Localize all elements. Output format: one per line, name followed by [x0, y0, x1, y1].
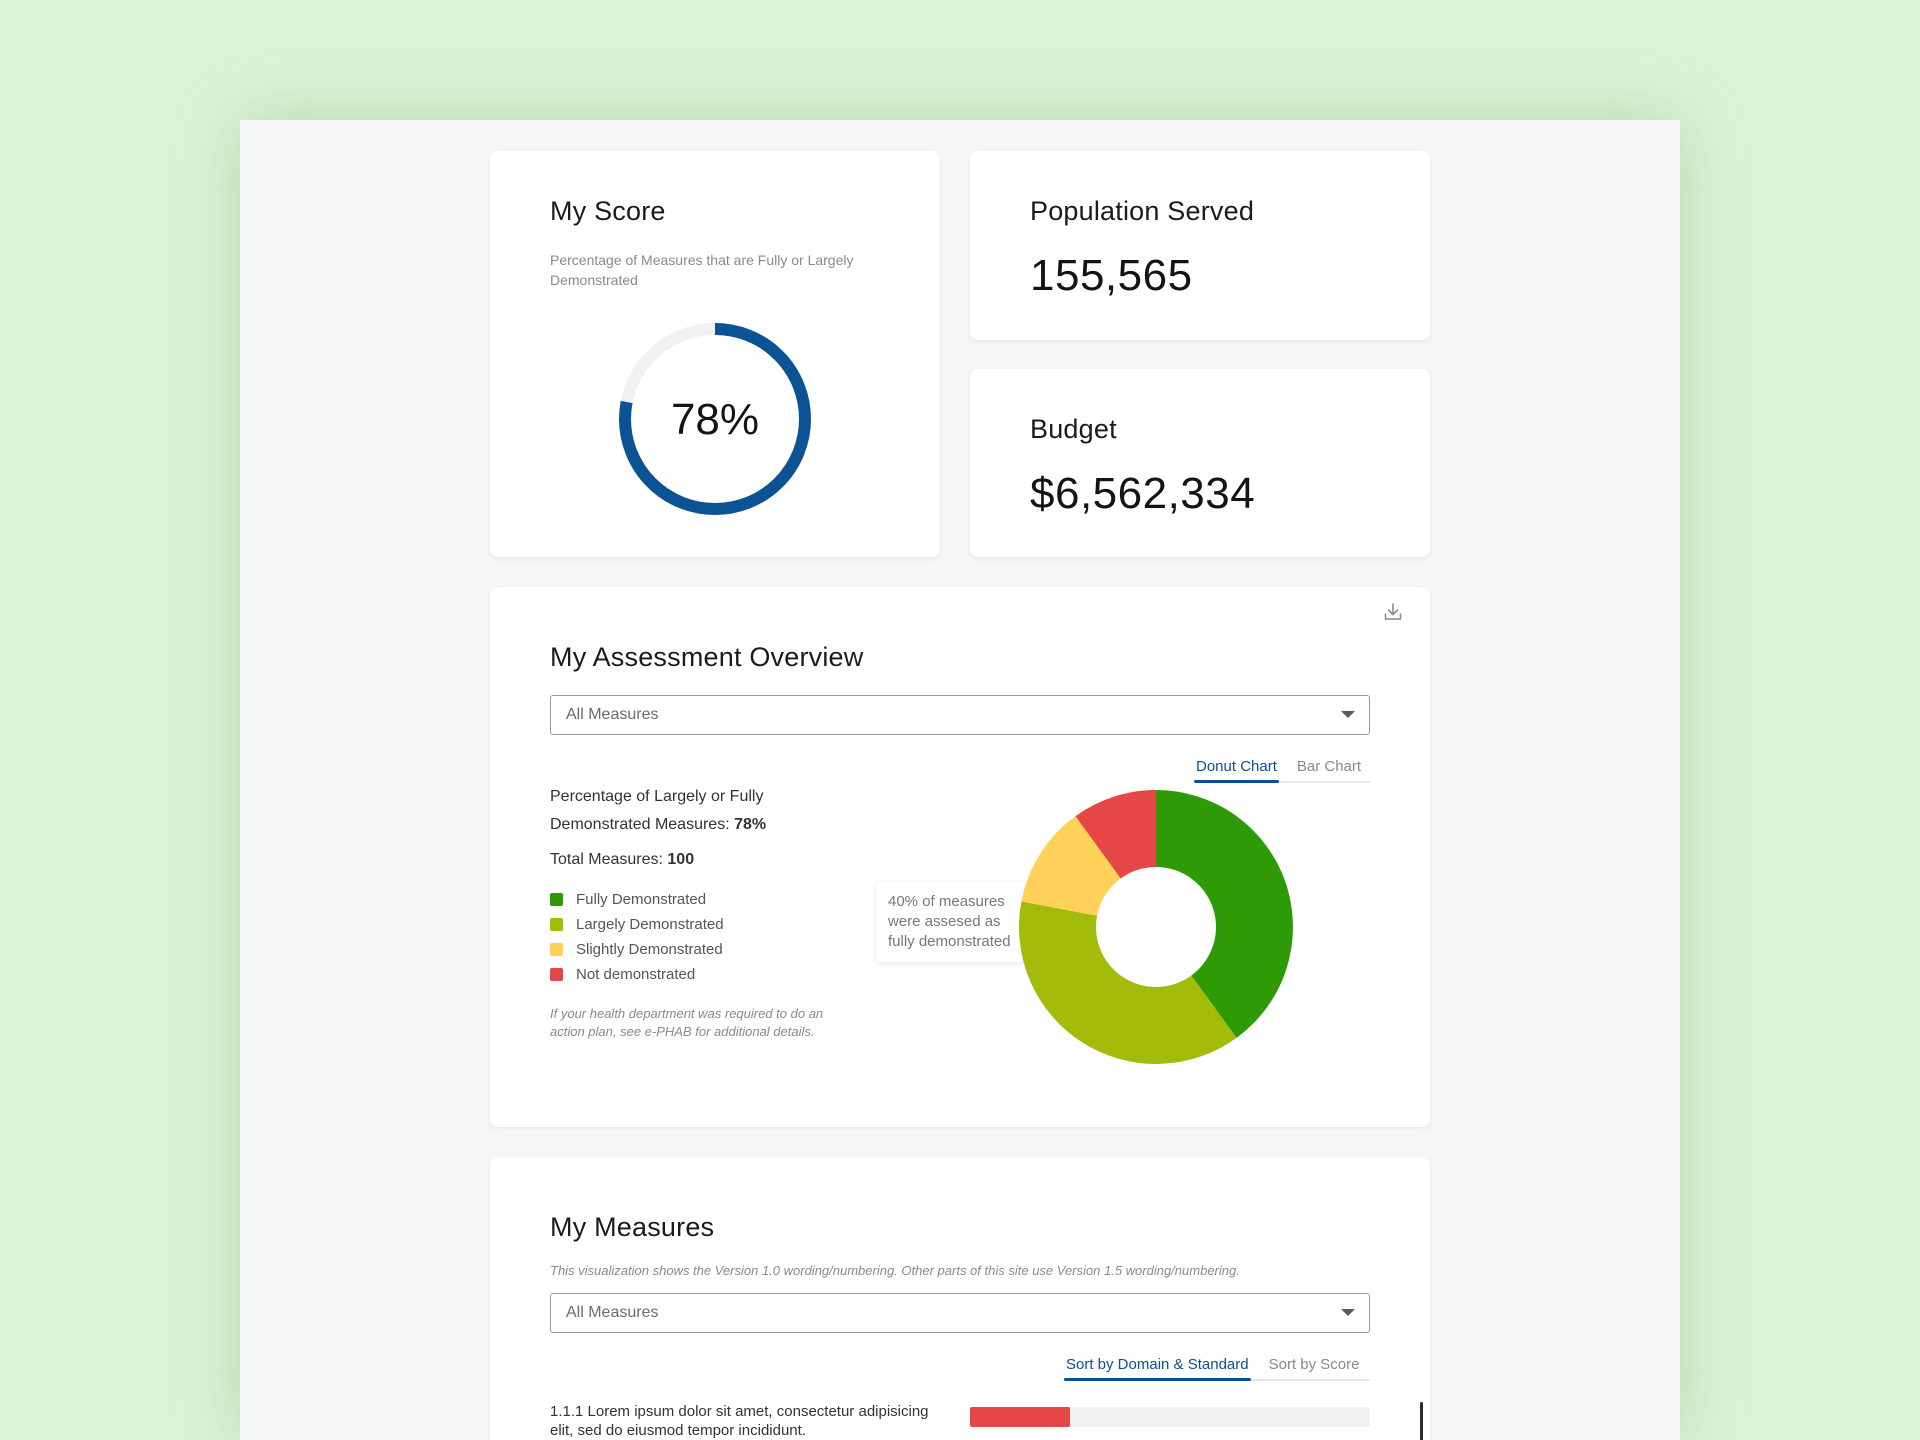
donut-slice-not-demonstrated[interactable]	[1075, 790, 1156, 879]
measures-sort-tabs: Sort by Domain & Standard Sort by Score	[1064, 1356, 1370, 1381]
tab-sort-domain[interactable]: Sort by Domain & Standard	[1064, 1356, 1251, 1381]
chevron-down-icon	[1341, 1309, 1355, 1316]
score-ring	[619, 323, 811, 515]
donut-slice-largely-demonstrated[interactable]	[1019, 901, 1237, 1064]
legend-label: Largely Demonstrated	[576, 916, 724, 933]
legend-swatch	[550, 943, 563, 956]
assessment-title: My Assessment Overview	[550, 642, 864, 672]
summary-value: 78%	[734, 816, 767, 833]
score-card-title: My Score	[550, 196, 666, 226]
legend-swatch	[550, 893, 563, 906]
measures-select[interactable]: All Measures	[550, 1293, 1370, 1333]
population-card-title: Population Served	[1030, 196, 1255, 226]
assessment-measures-select[interactable]: All Measures	[550, 695, 1370, 735]
assessment-donut-chart	[1019, 790, 1293, 1064]
download-icon[interactable]	[1382, 601, 1404, 623]
total-measures-value: 100	[667, 851, 695, 868]
score-ring-progress	[619, 323, 811, 515]
population-card: Population Served 155,565	[970, 151, 1430, 340]
summary-line-2: Demonstrated Measures: 78%	[550, 811, 766, 839]
chart-tooltip: 40% of measures were assesed as fully de…	[876, 882, 1026, 962]
legend-item-not: Not demonstrated	[550, 962, 724, 987]
measures-title: My Measures	[550, 1212, 715, 1242]
population-value: 155,565	[1030, 251, 1193, 300]
total-measures: Total Measures: 100	[550, 851, 694, 869]
total-measures-label: Total Measures:	[550, 851, 668, 868]
score-card-subtitle: Percentage of Measures that are Fully or…	[550, 252, 854, 288]
legend-item-slightly: Slightly Demonstrated	[550, 937, 724, 962]
action-plan-note: If your health department was required t…	[550, 1006, 824, 1039]
chart-legend: Fully Demonstrated Largely Demonstrated …	[550, 887, 724, 987]
tab-bar-chart[interactable]: Bar Chart	[1296, 758, 1362, 775]
legend-swatch	[550, 968, 563, 981]
summary-label: Demonstrated Measures:	[550, 816, 735, 833]
donut-slice-fully-demonstrated[interactable]	[1156, 790, 1293, 1038]
chevron-down-icon	[1341, 711, 1355, 718]
score-percent-label: 78%	[670, 395, 760, 444]
budget-card-title: Budget	[1030, 414, 1117, 444]
tab-sort-score[interactable]: Sort by Score	[1268, 1356, 1360, 1373]
assessment-card: My Assessment Overview All Measures Donu…	[490, 587, 1430, 1127]
measures-note: This visualization shows the Version 1.0…	[550, 1263, 1240, 1278]
donut-slice-slightly-demonstrated[interactable]	[1021, 816, 1121, 916]
measures-select-value: All Measures	[566, 1304, 659, 1321]
measure-row[interactable]: 1.1.1 Lorem ipsum dolor sit amet, consec…	[550, 1402, 1370, 1440]
budget-value: $6,562,334	[1030, 469, 1256, 518]
assessment-summary: Percentage of Largely or Fully Demonstra…	[550, 783, 766, 839]
legend-item-fully: Fully Demonstrated	[550, 887, 724, 912]
legend-label: Not demonstrated	[576, 966, 696, 983]
measure-label: 1.1.1 Lorem ipsum dolor sit amet, consec…	[550, 1403, 929, 1439]
scrollbar[interactable]	[1420, 1402, 1423, 1440]
summary-line-1: Percentage of Largely or Fully	[550, 788, 764, 805]
tab-donut-chart[interactable]: Donut Chart	[1194, 758, 1279, 783]
measure-bar-track	[970, 1407, 1370, 1427]
legend-swatch	[550, 918, 563, 931]
legend-label: Fully Demonstrated	[576, 891, 707, 908]
budget-card: Budget $6,562,334	[970, 369, 1430, 557]
score-card: My Score Percentage of Measures that are…	[490, 151, 940, 557]
measures-card: My Measures This visualization shows the…	[490, 1157, 1430, 1440]
legend-label: Slightly Demonstrated	[576, 941, 723, 958]
assessment-select-value: All Measures	[566, 706, 659, 723]
legend-item-largely: Largely Demonstrated	[550, 912, 724, 937]
measure-bar-fill	[970, 1407, 1070, 1427]
assessment-chart-tabs: Donut Chart Bar Chart	[1194, 758, 1370, 783]
dashboard-page: My Score Percentage of Measures that are…	[240, 120, 1680, 1440]
